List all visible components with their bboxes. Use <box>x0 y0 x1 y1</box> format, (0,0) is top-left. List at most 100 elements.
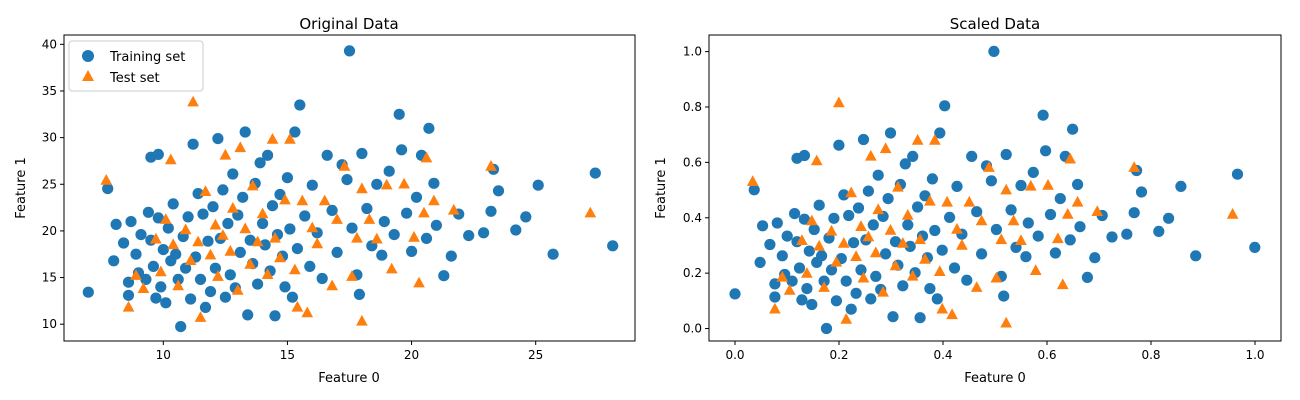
training-point <box>867 219 879 231</box>
x-tick-label: 0.0 <box>725 348 744 362</box>
test-point <box>1064 152 1076 164</box>
training-point <box>833 139 845 151</box>
x-tick-label: 20 <box>404 348 419 362</box>
test-point <box>796 234 808 245</box>
chart-title: Original Data <box>299 15 398 33</box>
test-point <box>810 154 823 166</box>
training-point <box>140 273 152 285</box>
training-point <box>279 281 291 293</box>
training-point <box>478 227 490 239</box>
test-point <box>1025 179 1037 191</box>
training-point <box>257 217 269 230</box>
training-point <box>463 230 475 242</box>
training-point <box>299 210 311 222</box>
training-point <box>284 223 296 235</box>
training-point <box>152 212 164 224</box>
test-point <box>100 174 113 185</box>
training-point <box>326 204 338 216</box>
test-point <box>239 222 252 234</box>
test-point <box>884 224 897 235</box>
chart-title: Scaled Data <box>950 15 1040 33</box>
training-point <box>242 309 254 321</box>
legend-box <box>68 40 204 92</box>
test-point <box>371 232 383 244</box>
test-point <box>244 258 256 269</box>
training-point <box>971 206 983 218</box>
training-point <box>209 262 221 274</box>
test-point <box>274 251 286 263</box>
training-point <box>82 286 94 298</box>
training-point <box>976 248 988 260</box>
training-point <box>748 184 760 196</box>
test-point <box>408 230 420 242</box>
training-point <box>589 167 601 179</box>
training-point <box>865 293 877 305</box>
training-point <box>1054 193 1066 205</box>
marks-group <box>82 45 619 333</box>
test-point <box>155 265 167 277</box>
test-point <box>261 268 274 279</box>
test-point <box>963 195 976 207</box>
training-point <box>855 264 867 276</box>
training-point <box>857 133 870 146</box>
training-point <box>222 217 234 230</box>
test-point <box>246 179 259 191</box>
x-tick-label: 1.0 <box>1245 348 1264 362</box>
test-point <box>159 213 172 224</box>
training-point <box>966 150 978 162</box>
test-point <box>284 133 296 144</box>
test-point <box>279 193 291 205</box>
test-point <box>584 206 597 218</box>
training-point <box>820 322 833 335</box>
training-point <box>331 246 343 258</box>
test-point <box>941 195 953 207</box>
test-point <box>420 151 433 163</box>
test-point <box>970 281 983 292</box>
training-point <box>376 249 388 261</box>
test-point <box>1029 264 1042 275</box>
training-point <box>217 184 229 196</box>
training-point <box>914 312 926 324</box>
training-point <box>801 283 813 295</box>
training-point <box>887 311 899 323</box>
training-point <box>152 148 164 160</box>
test-point <box>217 229 229 240</box>
training-point <box>902 219 914 231</box>
test-point <box>301 306 314 318</box>
test-point <box>418 206 430 218</box>
test-point <box>130 269 142 280</box>
x-tick-label: 25 <box>528 348 543 362</box>
training-point <box>988 45 1000 58</box>
test-point <box>879 142 892 154</box>
training-point <box>931 293 943 305</box>
training-point <box>944 211 956 223</box>
test-point <box>231 284 244 295</box>
test-point <box>746 175 759 186</box>
training-point <box>862 185 875 197</box>
test-point <box>447 203 460 215</box>
training-point <box>182 211 194 223</box>
test-point <box>901 209 914 220</box>
test-point <box>428 194 440 206</box>
training-point <box>803 245 815 257</box>
training-point <box>816 250 828 262</box>
test-point <box>209 218 222 230</box>
training-point <box>985 175 998 187</box>
training-point <box>155 281 167 293</box>
test-point <box>234 141 247 153</box>
training-point <box>1121 228 1133 240</box>
training-point <box>840 275 852 287</box>
training-point <box>904 240 916 252</box>
training-point <box>1032 230 1044 242</box>
training-point <box>912 201 924 213</box>
training-point <box>428 177 440 189</box>
training-point <box>259 239 271 251</box>
x-tick-label: 0.4 <box>933 348 952 362</box>
training-point <box>321 149 333 161</box>
training-point <box>798 149 811 162</box>
training-point <box>420 232 433 244</box>
test-point <box>311 237 324 249</box>
test-point <box>801 267 813 278</box>
y-tick-label: 0.4 <box>683 211 702 225</box>
training-point <box>1074 221 1086 233</box>
